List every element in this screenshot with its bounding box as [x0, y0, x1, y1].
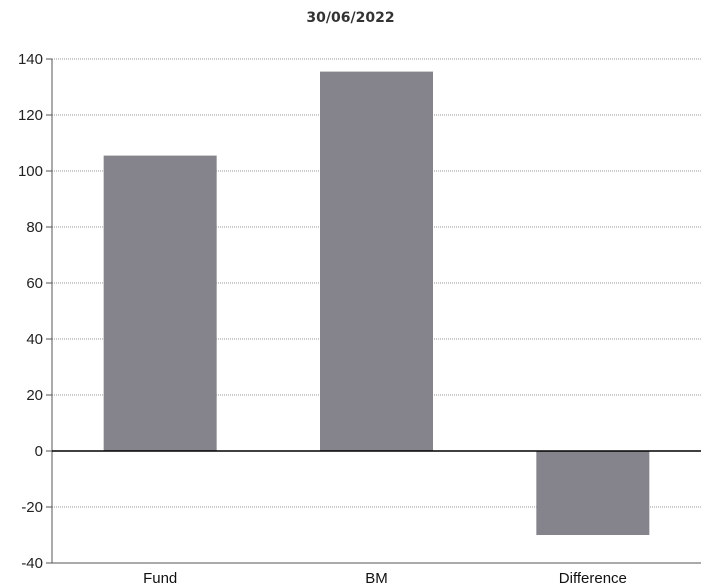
- axes: [51, 59, 701, 564]
- y-tick-label: 100: [18, 163, 43, 180]
- y-tick-label: 80: [26, 219, 43, 236]
- bar-bm: [320, 71, 433, 451]
- labels: 140 120 100 80 60 40 20 0 -20 -40 Fund BM Difference: [18, 51, 627, 587]
- bars: [103, 71, 650, 535]
- y-tick-label: 0: [35, 443, 43, 460]
- y-tick-label: 20: [26, 387, 43, 404]
- x-category-label: Difference: [559, 570, 627, 587]
- y-tick-label: -40: [21, 555, 43, 572]
- x-category-label: BM: [365, 570, 388, 587]
- y-tick-label: 140: [18, 51, 43, 68]
- bar-difference: [536, 451, 650, 535]
- x-category-label: Fund: [143, 570, 177, 587]
- y-tick-label: 120: [18, 107, 43, 124]
- bar-fund: [103, 155, 217, 451]
- y-tick-label: -20: [21, 499, 43, 516]
- y-tick-label: 60: [26, 275, 43, 292]
- chart-title: 30/06/2022: [306, 10, 395, 26]
- y-tick-label: 40: [26, 331, 43, 348]
